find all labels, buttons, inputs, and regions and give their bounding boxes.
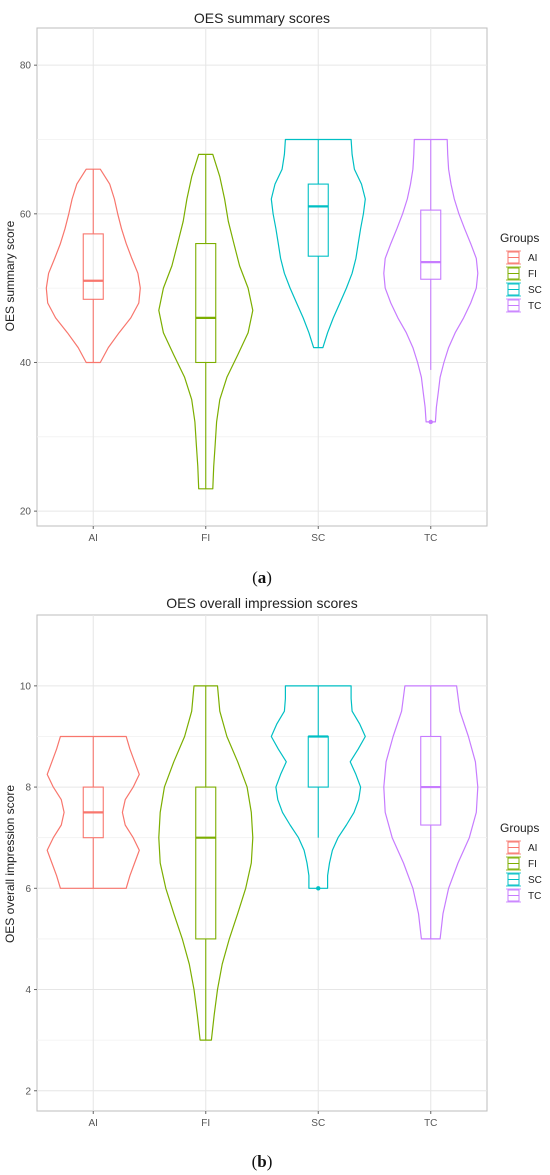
y-tick-label: 2 xyxy=(25,1086,31,1097)
violin-outline xyxy=(45,168,141,364)
violin-outline xyxy=(383,685,479,940)
y-axis-label: OES overall impression score xyxy=(3,785,17,943)
y-tick-label: 6 xyxy=(25,884,31,895)
caption-close: ) xyxy=(266,568,272,587)
box xyxy=(82,233,104,300)
legend-items: AI FI SC TC xyxy=(505,250,542,313)
x-tick-label: TC xyxy=(424,533,437,544)
caption-letter: b xyxy=(257,1152,266,1171)
legend-items: AI FI SC TC xyxy=(505,840,542,903)
legend-item-sc: SC xyxy=(505,872,542,887)
figure-caption: (b) xyxy=(252,1152,273,1171)
x-ticks: AI FI SC TC xyxy=(89,526,437,544)
legend-item-fi: FI xyxy=(505,856,537,871)
legend: Groups AI FI SC TC xyxy=(500,231,542,313)
violin-tc xyxy=(383,685,479,940)
y-tick-label: 20 xyxy=(20,507,32,518)
caption-close: ) xyxy=(267,1152,273,1171)
x-tick-label: FI xyxy=(201,533,210,544)
box xyxy=(420,209,442,280)
y-tick-label: 40 xyxy=(20,358,32,369)
y-tick-label: 60 xyxy=(20,209,32,220)
legend-label: SC xyxy=(528,875,542,886)
grid xyxy=(37,615,487,1111)
y-tick-label: 4 xyxy=(25,985,31,996)
box xyxy=(195,786,217,940)
panel-oes-summary: OES summary scores OES summary score 20 4… xyxy=(3,10,542,587)
caption-open: ( xyxy=(252,1152,258,1171)
box xyxy=(195,243,217,364)
x-tick-label: TC xyxy=(424,1118,437,1129)
x-ticks: AI FI SC TC xyxy=(89,1111,437,1129)
legend-label: TC xyxy=(528,891,541,902)
violin-outline xyxy=(158,685,254,1041)
box xyxy=(420,735,442,826)
legend-item-fi: FI xyxy=(505,266,537,281)
box xyxy=(307,183,329,257)
violin-fi xyxy=(158,685,254,1041)
legend-title: Groups xyxy=(500,821,539,835)
violin-ai xyxy=(46,735,140,889)
violin-outline xyxy=(270,685,366,889)
legend: Groups AI FI SC TC xyxy=(500,821,542,903)
violins xyxy=(46,685,479,1041)
violin-fi xyxy=(158,153,254,490)
outlier-point xyxy=(428,419,433,425)
violin-tc xyxy=(383,138,479,425)
violin-outline xyxy=(383,138,479,423)
legend-label: TC xyxy=(528,301,541,312)
outlier-point xyxy=(316,886,321,891)
violin-outline xyxy=(158,153,254,490)
y-ticks: 2 4 6 8 10 xyxy=(20,681,37,1097)
violin-ai xyxy=(45,168,141,364)
legend-item-tc: TC xyxy=(505,298,541,313)
y-axis-label: OES summary score xyxy=(3,220,17,331)
x-tick-label: AI xyxy=(89,533,98,544)
legend-label: FI xyxy=(528,269,537,280)
x-tick-label: SC xyxy=(311,533,325,544)
legend-item-ai: AI xyxy=(505,250,537,265)
chart-title: OES summary scores xyxy=(194,10,330,26)
x-tick-label: AI xyxy=(89,1118,98,1129)
legend-item-ai: AI xyxy=(505,840,537,855)
plot-frame xyxy=(36,27,488,527)
caption-letter: a xyxy=(258,568,267,587)
chart-title: OES overall impression scores xyxy=(166,595,357,611)
legend-label: AI xyxy=(528,843,537,854)
violin-outline xyxy=(270,138,366,349)
plot-frame xyxy=(36,614,488,1112)
legend-item-tc: TC xyxy=(505,888,541,903)
grid xyxy=(37,28,487,526)
y-ticks: 20 40 60 80 xyxy=(20,61,37,518)
y-tick-label: 80 xyxy=(20,61,32,72)
x-tick-label: FI xyxy=(201,1118,210,1129)
legend-title: Groups xyxy=(500,231,539,245)
legend-label: FI xyxy=(528,859,537,870)
violin-outline xyxy=(46,735,140,889)
figure-caption: (a) xyxy=(252,568,272,587)
violin-sc xyxy=(270,685,366,891)
caption-open: ( xyxy=(252,568,258,587)
legend-label: SC xyxy=(528,285,542,296)
panel-oes-overall-impression: OES overall impression scores OES overal… xyxy=(3,595,542,1171)
y-tick-label: 10 xyxy=(20,681,32,692)
legend-label: AI xyxy=(528,253,537,264)
violins xyxy=(45,138,479,490)
x-tick-label: SC xyxy=(311,1118,325,1129)
legend-item-sc: SC xyxy=(505,282,542,297)
y-tick-label: 8 xyxy=(25,783,31,794)
violin-sc xyxy=(270,138,366,349)
